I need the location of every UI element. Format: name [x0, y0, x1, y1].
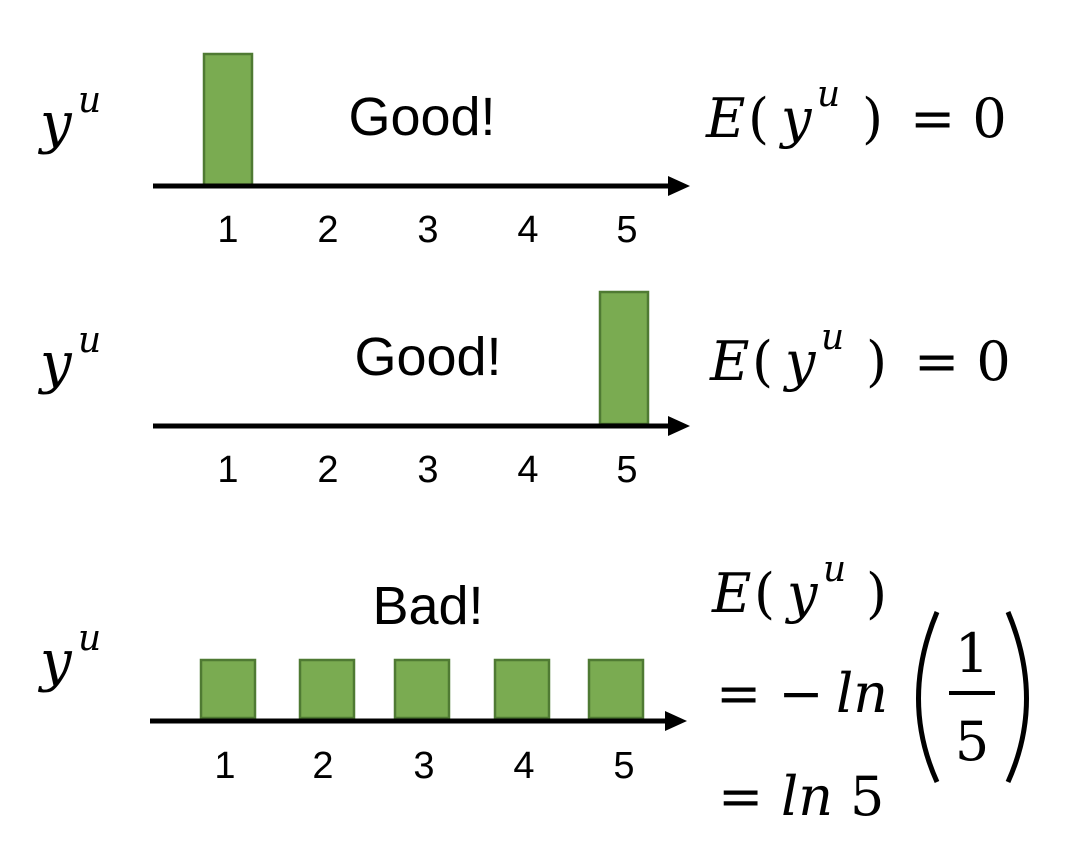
close-paren: ): [862, 87, 883, 150]
panel-3: y u Bad! 1 2 3 4 5 E ( y u ) = − ln 1 5: [37, 549, 1029, 828]
x-tick-label: 4: [517, 209, 538, 251]
x-tick-labels: 1 2 3 4 5: [217, 209, 637, 251]
probability-bar: [587, 658, 645, 720]
panel-2: y u Good! 1 2 3 4 5 E ( y u ) = 0: [37, 290, 1011, 491]
x-tick-label: 5: [616, 449, 637, 491]
x-tick-label: 3: [417, 209, 438, 251]
panel-3-bars: [199, 658, 645, 720]
x-tick-label: 2: [317, 209, 338, 251]
equation-superscript-u: u: [821, 317, 844, 358]
ln-function: ln: [781, 765, 833, 828]
left-big-paren: [916, 611, 940, 784]
open-paren: (: [752, 330, 773, 393]
close-paren: ): [866, 562, 887, 625]
equation-rhs: = 0: [914, 330, 1011, 393]
panel-1: y u Good! 1 2 3 4 5 E ( y u ) = 0: [37, 52, 1007, 251]
right-big-paren: [1005, 611, 1029, 784]
equals-minus: = −: [716, 662, 824, 725]
verdict-label: Good!: [354, 327, 501, 387]
fraction-denominator: 5: [955, 710, 989, 773]
ln-argument: 5: [850, 765, 884, 828]
variable-y: y: [37, 91, 73, 156]
equation-superscript-u: u: [817, 74, 840, 115]
open-paren: (: [754, 562, 775, 625]
x-tick-label: 5: [613, 745, 634, 787]
probability-bar: [202, 52, 254, 188]
verdict-label: Good!: [348, 87, 495, 147]
equation-variable-y: y: [779, 87, 813, 150]
equation-rhs: = 0: [910, 87, 1007, 150]
x-tick-label: 4: [517, 449, 538, 491]
probability-bar: [393, 658, 451, 720]
x-tick-label: 2: [312, 745, 333, 787]
probability-bar: [493, 658, 551, 720]
x-tick-label: 2: [317, 449, 338, 491]
probability-bar: [298, 658, 356, 720]
fraction-numerator: 1: [955, 622, 989, 685]
open-paren: (: [748, 87, 769, 150]
x-tick-label: 3: [417, 449, 438, 491]
probability-bar: [598, 290, 650, 426]
probability-bar: [199, 658, 257, 720]
x-tick-label: 3: [413, 745, 434, 787]
x-tick-labels: 1 2 3 4 5: [214, 745, 634, 787]
func-E: E: [705, 87, 745, 150]
variable-superscript-u: u: [78, 80, 101, 121]
entropy-equation: E ( y u ) = 0: [709, 317, 1011, 393]
x-axis-arrowhead: [668, 176, 690, 196]
variable-y: y: [37, 331, 73, 396]
panel-2-bars: [598, 290, 650, 426]
variable-y: y: [37, 629, 73, 694]
x-tick-label: 4: [513, 745, 534, 787]
x-tick-labels: 1 2 3 4 5: [217, 449, 637, 491]
entropy-equation: E ( y u ) = 0: [705, 74, 1007, 150]
equation-variable-y: y: [783, 330, 817, 393]
close-paren: ): [866, 330, 887, 393]
variable-superscript-u: u: [78, 618, 101, 659]
func-E: E: [711, 562, 751, 625]
x-tick-label: 5: [616, 209, 637, 251]
entropy-equation: E ( y u ) = − ln 1 5 = ln 5: [711, 549, 1029, 828]
x-tick-label: 1: [214, 745, 235, 787]
variable-superscript-u: u: [78, 320, 101, 361]
equation-superscript-u: u: [823, 549, 846, 590]
panel-1-bars: [202, 52, 254, 188]
x-axis-arrowhead: [665, 711, 687, 731]
equals-sign: =: [718, 765, 763, 828]
ln-function: ln: [836, 662, 888, 725]
x-tick-label: 1: [217, 209, 238, 251]
equation-variable-y: y: [785, 562, 819, 625]
x-tick-label: 1: [217, 449, 238, 491]
x-axis-arrowhead: [668, 416, 690, 436]
func-E: E: [709, 330, 749, 393]
verdict-label: Bad!: [372, 576, 483, 636]
